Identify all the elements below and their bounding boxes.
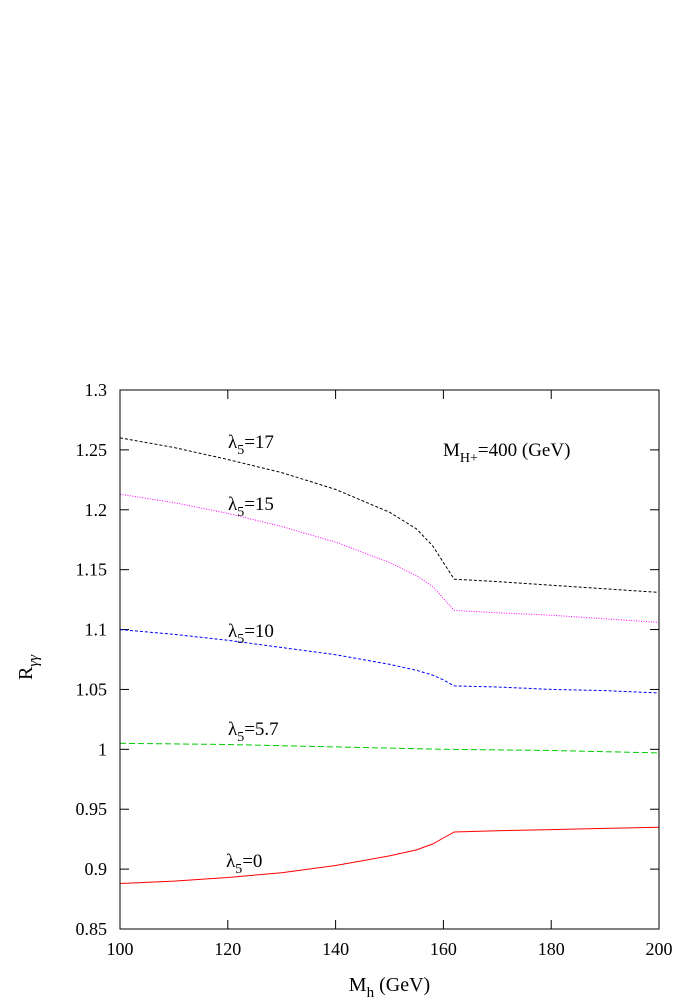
y-tick-label-6: 1.15 xyxy=(76,560,108,580)
plot-frame xyxy=(119,389,660,930)
x-axis-title: Mh (GeV) xyxy=(349,974,430,1000)
series-label-4: λ5=0 xyxy=(226,851,262,877)
y-tick-label-1: 0.9 xyxy=(85,859,108,879)
y-tick-label-0: 0.85 xyxy=(76,919,108,939)
series-line-0 xyxy=(119,437,660,593)
curve-labels: λ5=17 λ5=15 λ5=10 λ5=5.7 λ5=0 xyxy=(226,432,279,877)
series-line-3 xyxy=(119,742,660,754)
x-tick-label-5: 200 xyxy=(646,939,673,959)
series-line-1 xyxy=(119,493,660,623)
y-tick-label-2: 0.95 xyxy=(76,799,108,819)
y-tick-label-3: 1 xyxy=(98,739,107,759)
y-tick-label-7: 1.2 xyxy=(85,500,108,520)
y-axis-title: Rγγ xyxy=(15,654,42,680)
x-tick-label-4: 180 xyxy=(538,939,565,959)
series-label-2: λ5=10 xyxy=(228,621,274,647)
y-tick-label-5: 1.1 xyxy=(85,620,108,640)
series-label-3: λ5=5.7 xyxy=(228,719,279,745)
data-curves xyxy=(119,437,660,884)
y-tick-label-9: 1.3 xyxy=(85,380,108,400)
x-tick-label-3: 160 xyxy=(430,939,457,959)
x-tick-label-0: 100 xyxy=(107,939,134,959)
y-tick-label-8: 1.25 xyxy=(76,440,108,460)
x-tick-label-2: 140 xyxy=(322,939,349,959)
charged-higgs-mass-annotation: MH+=400 (GeV) xyxy=(443,440,570,466)
series-line-4 xyxy=(119,826,660,884)
y-tick-label-4: 1.05 xyxy=(76,679,108,699)
series-label-0: λ5=17 xyxy=(228,432,274,458)
axis-ticks: 100 120 140 160 180 200 0.85 0.9 0.95 1 1.05 1.1 1.1… xyxy=(76,380,673,959)
x-tick-label-1: 120 xyxy=(214,939,241,959)
series-line-2 xyxy=(119,629,660,694)
series-label-1: λ5=15 xyxy=(228,494,274,520)
